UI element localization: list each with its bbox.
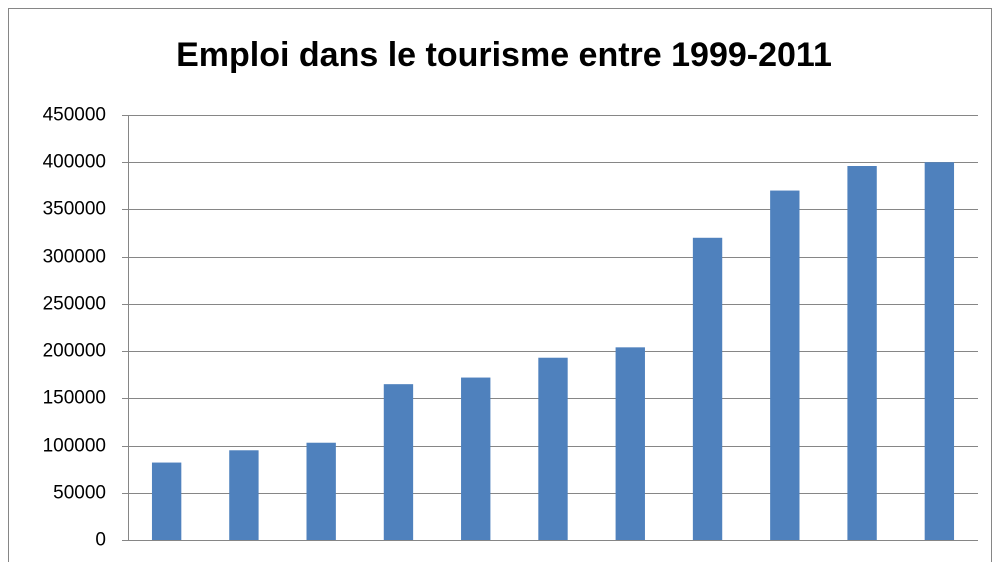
bar: [692, 237, 723, 540]
y-tick-label: 0: [95, 530, 106, 551]
y-tick-label: 450000: [43, 105, 106, 126]
chart-title: Emploi dans le tourisme entre 1999-2011: [176, 36, 832, 74]
y-tick-label: 50000: [53, 483, 106, 504]
bar: [615, 347, 645, 540]
chart-frame: [8, 8, 992, 562]
y-tick-label: 300000: [43, 247, 106, 268]
bar: [461, 377, 491, 540]
y-tick-label: 200000: [43, 341, 106, 362]
bar: [538, 357, 568, 540]
y-tick-label: 350000: [43, 199, 106, 220]
y-tick-label: 150000: [43, 388, 106, 409]
y-tick-label: 400000: [43, 152, 106, 173]
bar: [770, 190, 800, 541]
bar: [383, 384, 414, 540]
y-tick-label: 250000: [43, 294, 106, 315]
bar: [847, 166, 877, 540]
bar: [306, 442, 336, 540]
y-tick-label: 100000: [43, 436, 106, 457]
bar: [151, 462, 182, 540]
bar: [229, 450, 259, 540]
bar: [924, 162, 955, 540]
